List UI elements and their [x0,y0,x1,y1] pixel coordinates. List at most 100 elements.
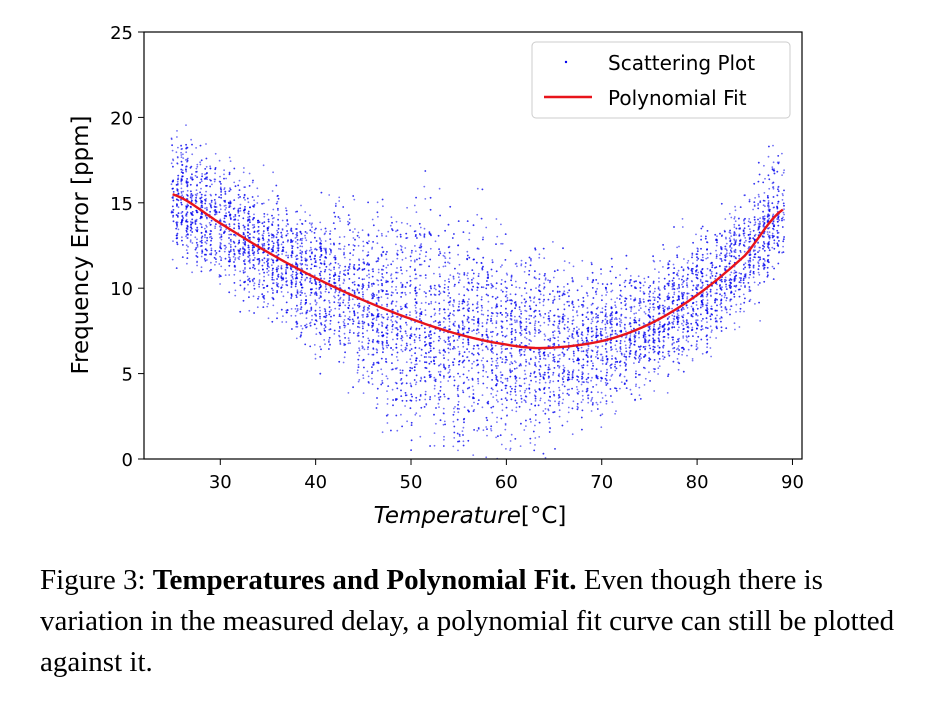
scatter-point [196,238,198,241]
scatter-point [244,228,247,231]
scatter-point [701,256,704,259]
scatter-point [271,269,274,272]
scatter-point [734,205,736,208]
scatter-point [358,349,361,352]
scatter-point [520,294,523,297]
scatter-point [721,286,723,289]
scatter-point [377,323,380,326]
scatter-point [266,305,269,308]
scatter-point [576,314,579,317]
scatter-point [290,314,293,317]
scatter-point [609,335,612,337]
scatter-point [409,382,412,385]
scatter-point [576,405,579,408]
scatter-point [748,228,751,231]
scatter-point [208,222,211,224]
scatter-point [754,303,756,305]
scatter-point [535,287,537,289]
scatter-point [172,240,174,243]
scatter-point [673,341,675,344]
scatter-point [576,340,579,343]
scatter-point [528,362,530,364]
scatter-point [406,334,408,337]
scatter-point [525,292,528,294]
scatter-point [520,264,523,267]
scatter-point [657,345,659,347]
scatter-point [344,304,347,307]
scatter-point [767,233,769,236]
scatter-point [189,239,192,242]
scatter-point [243,211,246,214]
scatter-point [177,206,180,209]
scatter-point [433,387,436,390]
scatter-point [395,300,398,303]
scatter-point [534,424,536,427]
scatter-point [300,267,303,270]
scatter-point [347,337,350,339]
scatter-point [659,325,661,328]
scatter-point [219,208,222,211]
scatter-point [248,291,251,293]
scatter-point [558,415,561,418]
scatter-point [523,369,526,372]
scatter-point [495,359,498,362]
scatter-point [600,370,602,373]
scatter-point [753,281,756,284]
scatter-point [537,351,540,354]
scatter-point [206,208,208,211]
scatter-point [396,267,398,269]
scatter-point [676,310,679,313]
scatter-point [176,225,179,228]
scatter-point [733,322,736,325]
scatter-point [510,361,513,363]
scatter-point [415,294,418,297]
scatter-point [395,356,398,358]
scatter-point [433,376,436,379]
scatter-point [348,316,351,318]
scatter-point [676,246,678,249]
scatter-point [367,251,370,254]
scatter-point [261,243,264,246]
scatter-point [325,252,327,255]
scatter-point [362,245,365,248]
scatter-point [342,299,345,301]
scatter-point [306,232,308,235]
scatter-point [547,399,550,402]
scatter-point [716,288,718,291]
scatter-point [185,244,188,247]
scatter-point [377,215,379,218]
scatter-point [381,346,384,349]
scatter-point [338,217,341,220]
scatter-point [548,421,551,424]
scatter-point [620,321,623,324]
scatter-point [461,389,464,392]
scatter-point [572,315,575,318]
scatter-point [314,299,317,302]
scatter-point [258,285,261,288]
scatter-point [687,292,690,295]
scatter-point [219,255,222,258]
scatter-point [544,358,547,360]
scatter-point [247,216,249,219]
scatter-point [591,362,594,365]
scatter-point [239,210,242,212]
scatter-point [597,282,599,285]
scatter-point [648,351,650,354]
scatter-point [238,255,241,258]
scatter-point [739,310,742,313]
scatter-point [568,328,571,331]
scatter-point [637,357,640,359]
scatter-point [577,305,580,308]
scatter-point [429,247,432,250]
scatter-point [419,284,421,286]
scatter-point [553,330,556,332]
scatter-point [596,353,599,356]
scatter-point [428,333,430,336]
scatter-point [205,226,208,228]
scatter-point [348,339,350,342]
scatter-point [358,320,360,322]
scatter-point [672,320,675,323]
scatter-point [194,236,197,239]
scatter-point [215,261,218,263]
scatter-point [180,183,183,185]
